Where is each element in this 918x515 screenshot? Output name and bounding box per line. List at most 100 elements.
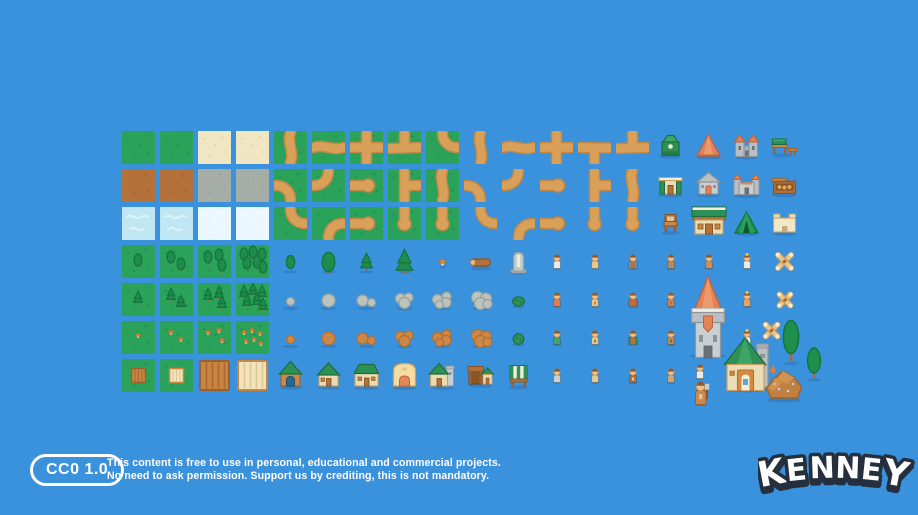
path-grass-elbow-top-right [426, 127, 463, 169]
path-grass-end-top [388, 203, 421, 245]
tile-ice-1 [198, 207, 231, 245]
building-green-tent [730, 207, 763, 245]
grass-mushroom-double [160, 321, 193, 359]
path-t-right [578, 165, 615, 207]
path-grass-end-left-2 [346, 207, 383, 245]
villager-white [551, 253, 563, 275]
wood-log [464, 245, 497, 283]
path-t-down [574, 131, 615, 169]
license-line-2: No need to ask permission. Support us by… [107, 470, 490, 482]
building-wooden-chair [654, 207, 687, 245]
scene-rock-pile [764, 367, 804, 408]
building-farm-house [654, 169, 687, 207]
scene-tree-tall [782, 316, 800, 371]
rock-gray-cluster [388, 283, 421, 321]
path-end-top [578, 203, 611, 245]
grass-tree-forest [236, 245, 269, 283]
grass-wood-patch-light [160, 359, 193, 397]
tile-stone-2 [236, 169, 269, 207]
building-castle-towers [730, 131, 763, 169]
villager-saint-white [741, 252, 753, 275]
building-house-chimney [426, 359, 459, 397]
rock-orange-small [274, 321, 307, 359]
rock-gray-pair [350, 283, 383, 321]
svg-text:N: N [835, 455, 861, 491]
rock-orange-boulder [464, 321, 497, 359]
building-shop-awning [690, 203, 728, 245]
path-vertical-2 [616, 165, 649, 207]
path-grass-horizontal [308, 131, 349, 169]
rock-gray-cluster-2 [426, 283, 459, 321]
scene-tree-short [806, 344, 822, 387]
path-t-up [612, 127, 653, 169]
grass-pine-single [122, 283, 155, 321]
building-castle-wall [730, 169, 763, 207]
building-house-small [312, 359, 345, 397]
grass-tree-triple [198, 245, 231, 283]
path-elbow-top-right [464, 203, 501, 245]
windmill-blades-large [771, 248, 798, 280]
path-horizontal [498, 131, 539, 169]
rock-orange-cluster-2 [426, 321, 459, 359]
building-house-arch [274, 359, 307, 397]
tile-grass-1 [122, 131, 155, 169]
grass-pine-double [160, 283, 193, 321]
building-orange-tent [692, 131, 725, 169]
villager-cream [589, 329, 601, 351]
building-barn-open [464, 359, 497, 397]
villager-tan [703, 253, 715, 275]
mushroom-small [426, 245, 459, 283]
path-grass-cross [346, 127, 387, 169]
path-end-left-2 [536, 207, 573, 245]
windmill-blades-small [773, 288, 797, 317]
scene-villager-small [694, 363, 706, 385]
path-grass-end-top-2 [426, 203, 459, 245]
tile-stone-1 [198, 169, 231, 207]
tile-dirt-1 [122, 169, 155, 207]
bush-round [502, 321, 535, 359]
villager-red [551, 291, 563, 313]
tree-round-large [312, 245, 345, 283]
building-market-table [768, 131, 801, 169]
villager-sand [589, 367, 601, 389]
rock-gray-small [274, 283, 307, 321]
grass-mushroom-cluster [236, 321, 269, 359]
path-elbow-bottom-right [502, 207, 539, 245]
license-line-1: This content is free to use in personal,… [107, 457, 501, 469]
grass-mushroom-single [122, 321, 155, 359]
tile-grass-2 [160, 131, 193, 169]
villager-gray [551, 367, 563, 389]
path-end-left [536, 169, 573, 207]
villager-rust [665, 291, 677, 313]
building-fort-gate [768, 207, 801, 245]
path-grass-elbow-left-bottom [270, 169, 307, 207]
bush-small [502, 283, 535, 321]
villager-green-cape [627, 329, 639, 351]
building-green-hut [654, 131, 687, 169]
tile-sand-1 [198, 131, 231, 169]
wood-floor-brown [198, 359, 231, 397]
scene-windmill-blades [759, 318, 784, 348]
path-grass-elbow-top-right-2 [274, 203, 311, 245]
license-text: This content is free to use in personal,… [107, 457, 501, 483]
grass-tree-single [122, 245, 155, 283]
villager-green [551, 329, 563, 351]
scene-church [688, 274, 728, 364]
rock-orange-medium [312, 321, 345, 359]
grass-wood-patch [122, 359, 155, 397]
path-cross [536, 127, 577, 169]
villager-red-cape [627, 291, 639, 313]
building-supply-crate [768, 169, 801, 207]
path-grass-t-right [388, 165, 425, 207]
scene-flame [770, 361, 776, 379]
grass-mushroom-triple [198, 321, 231, 359]
building-market-stall [502, 359, 535, 397]
grass-tree-double [160, 245, 193, 283]
scene-villager-armored [692, 380, 710, 411]
svg-text:N: N [809, 455, 835, 491]
svg-text:N: N [809, 451, 835, 487]
villager-saint-orange [741, 290, 753, 313]
grass-pine-triple [198, 283, 231, 321]
